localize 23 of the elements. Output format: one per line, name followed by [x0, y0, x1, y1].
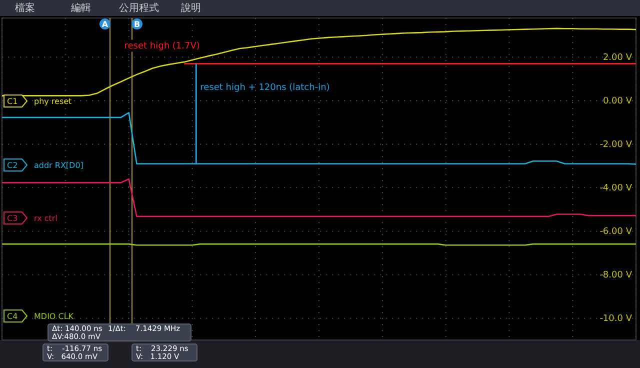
- y-tick-label: -10.0 V: [600, 314, 633, 324]
- text: 編輯: [70, 2, 91, 14]
- text: 公用程式: [119, 2, 159, 14]
- y-tick-label: -6.00 V: [600, 227, 633, 238]
- annotation: A: [102, 20, 109, 29]
- annotation: reset high + 120ns (latch-in): [200, 83, 330, 93]
- annotation: C2: [7, 161, 18, 170]
- legend-label: rx ctrl: [34, 214, 58, 223]
- text: 說明: [181, 2, 201, 14]
- annotation: C1: [7, 97, 18, 106]
- legend-label: MDIO CLK: [34, 312, 74, 321]
- y-tick-label: -2.00 V: [600, 140, 633, 150]
- legend-label: addr RX[D0]: [34, 161, 84, 170]
- y-tick-label: 0.00 V: [602, 96, 633, 107]
- y-tick-label: -4.00 V: [600, 184, 633, 194]
- y-tick-label: -8.00 V: [600, 270, 633, 281]
- y-tick-label: 2.00 V: [602, 53, 633, 64]
- text: 檔案: [15, 2, 35, 14]
- annotation: C4: [7, 312, 18, 321]
- legend-label: phy reset: [34, 97, 72, 106]
- annotation: C3: [7, 214, 18, 223]
- annotation: B: [134, 20, 140, 29]
- annotation: reset high (1.7V): [124, 42, 200, 52]
